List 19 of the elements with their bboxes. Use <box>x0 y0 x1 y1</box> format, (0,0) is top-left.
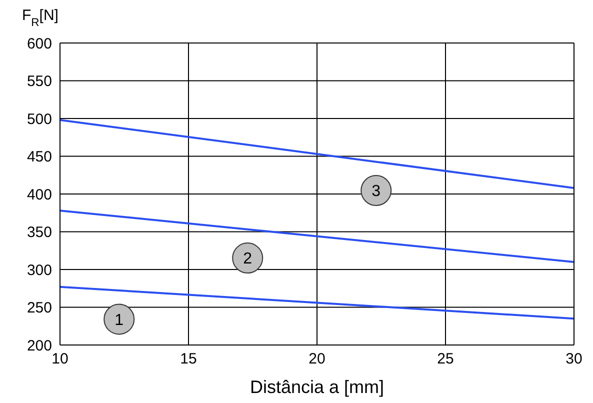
y-tick-label: 450 <box>26 148 52 166</box>
series-label: 3 <box>372 183 381 200</box>
y-tick-label: 600 <box>26 35 52 52</box>
y-axis-title: F$_{R}$[N] <box>22 7 58 29</box>
y-tick-label: 300 <box>26 262 52 279</box>
series-label: 2 <box>243 250 252 268</box>
y-tick-label: 350 <box>26 224 52 242</box>
x-tick-label: 20 <box>308 350 326 368</box>
y-tick-label: 500 <box>26 110 52 128</box>
series-label: 1 <box>114 312 124 329</box>
y-tick-label: 550 <box>26 73 52 90</box>
x-tick-label: 15 <box>180 350 197 368</box>
x-tick-label: 25 <box>437 350 454 368</box>
y-tick-label: 250 <box>26 300 52 317</box>
x-tick-label: 30 <box>566 350 582 368</box>
y-tick-label: 400 <box>26 186 52 204</box>
x-tick-label: 10 <box>52 350 68 368</box>
y-tick-label: 200 <box>26 337 52 354</box>
x-axis-title: Distância a [mm] <box>250 377 384 397</box>
